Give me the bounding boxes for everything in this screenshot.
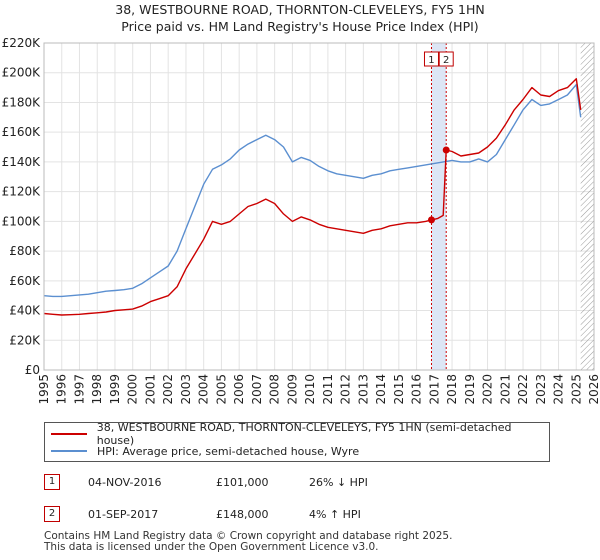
- table-row: 1 04-NOV-2016 £101,000 26% ↓ HPI: [44, 473, 564, 491]
- transaction-badge: 2: [44, 506, 60, 522]
- transaction-hpi-diff: 26% ↓ HPI: [309, 475, 368, 489]
- transaction-label: 1: [428, 55, 434, 66]
- transaction-date: 04-NOV-2016: [88, 475, 162, 489]
- x-tick-label: 1996: [55, 374, 69, 405]
- transaction-badge: 1: [44, 474, 60, 490]
- plot-area: [44, 43, 594, 370]
- x-tick-label: 1999: [108, 374, 122, 405]
- footer-copyright: Contains HM Land Registry data © Crown c…: [44, 530, 453, 542]
- x-tick-label: 2004: [197, 374, 211, 405]
- y-tick-label: £180K: [2, 95, 42, 109]
- x-tick-label: 1997: [72, 374, 86, 405]
- legend-label-property: 38, WESTBOURNE ROAD, THORNTON-CLEVELEYS,…: [96, 421, 512, 447]
- footer: Contains HM Land Registry data © Crown c…: [44, 531, 452, 553]
- legend-item-hpi: HPI: Average price, semi-detached house,…: [51, 443, 359, 459]
- y-tick-label: £40K: [9, 304, 41, 318]
- x-tick-label: 2006: [232, 374, 246, 405]
- y-tick-label: £60K: [9, 274, 41, 288]
- x-tick-label: 2002: [161, 374, 175, 405]
- x-tick-label: 2010: [303, 374, 317, 405]
- x-tick-label: 2021: [498, 374, 512, 405]
- y-tick-label: £140K: [2, 155, 42, 169]
- x-tick-label: 2016: [410, 374, 424, 405]
- x-tick-label: 2011: [321, 374, 335, 405]
- x-tick-label: 2012: [339, 374, 353, 405]
- chart-subtitle: Price paid vs. HM Land Registry's House …: [121, 19, 479, 34]
- transaction-point: [427, 216, 435, 224]
- legend-label-hpi: HPI: Average price, semi-detached house,…: [97, 444, 360, 458]
- legend-line-red: [51, 433, 87, 435]
- x-tick-label: 1995: [37, 374, 51, 405]
- table-row: 2 01-SEP-2017 £148,000 4% ↑ HPI: [44, 505, 564, 523]
- y-tick-label: £220K: [2, 36, 42, 50]
- y-tick-label: £160K: [2, 125, 42, 139]
- x-tick-label: 2008: [268, 374, 282, 405]
- x-tick-label: 2005: [214, 374, 228, 405]
- transaction-band: [431, 43, 447, 370]
- y-tick-label: £20K: [9, 333, 41, 347]
- hpi-series-line: [43, 83, 582, 298]
- price-chart: 1 2 £0 £20K £40K £60K £80K £100K £120K £140K £160K…: [2, 36, 600, 405]
- x-tick-label: 2022: [516, 374, 530, 405]
- x-tick-label: 1998: [90, 374, 104, 405]
- x-tick-label: 2023: [534, 374, 548, 405]
- x-tick-label: 2003: [179, 374, 193, 405]
- x-tick-label: 2019: [463, 374, 477, 405]
- x-tick-label: 2025: [569, 374, 583, 405]
- x-tick-label: 2024: [552, 374, 566, 405]
- y-tick-label: £80K: [9, 244, 41, 258]
- x-tick-label: 2026: [587, 374, 600, 405]
- legend: 38, WESTBOURNE ROAD, THORNTON-CLEVELEYS,…: [44, 421, 550, 462]
- footer-licence: This data is licensed under the Open Gov…: [44, 541, 379, 553]
- x-tick-label: 2009: [285, 374, 299, 405]
- future-hatch: [580, 43, 594, 370]
- legend-line-blue: [51, 450, 87, 452]
- y-tick-label: £100K: [2, 214, 42, 228]
- transaction-point: [442, 146, 450, 154]
- x-tick-label: 2017: [427, 374, 441, 405]
- x-tick-label: 2020: [481, 374, 495, 405]
- transaction-hpi-diff: 4% ↑ HPI: [309, 507, 361, 521]
- transaction-label: 2: [443, 55, 449, 66]
- y-tick-label: £0: [25, 363, 40, 377]
- x-tick-label: 2014: [374, 374, 388, 405]
- plot-frame: [43, 42, 595, 371]
- transaction-label-box: [438, 51, 454, 67]
- x-tick-label: 2000: [126, 374, 140, 405]
- x-tick-label: 2013: [356, 374, 370, 405]
- transaction-date: 01-SEP-2017: [88, 507, 159, 521]
- transaction-price: £148,000: [216, 507, 269, 521]
- transaction-label-box: [423, 51, 439, 67]
- y-tick-label: £200K: [2, 66, 42, 80]
- property-series-line: [43, 77, 582, 316]
- x-tick-label: 2007: [250, 374, 264, 405]
- y-tick-label: £120K: [2, 185, 42, 199]
- transaction-price: £101,000: [216, 475, 269, 489]
- x-tick-label: 2018: [445, 374, 459, 405]
- legend-item-property: 38, WESTBOURNE ROAD, THORNTON-CLEVELEYS,…: [51, 421, 549, 447]
- x-tick-label: 2001: [143, 374, 157, 405]
- x-tick-label: 2015: [392, 374, 406, 405]
- chart-title: 38, WESTBOURNE ROAD, THORNTON-CLEVELEYS,…: [115, 2, 485, 17]
